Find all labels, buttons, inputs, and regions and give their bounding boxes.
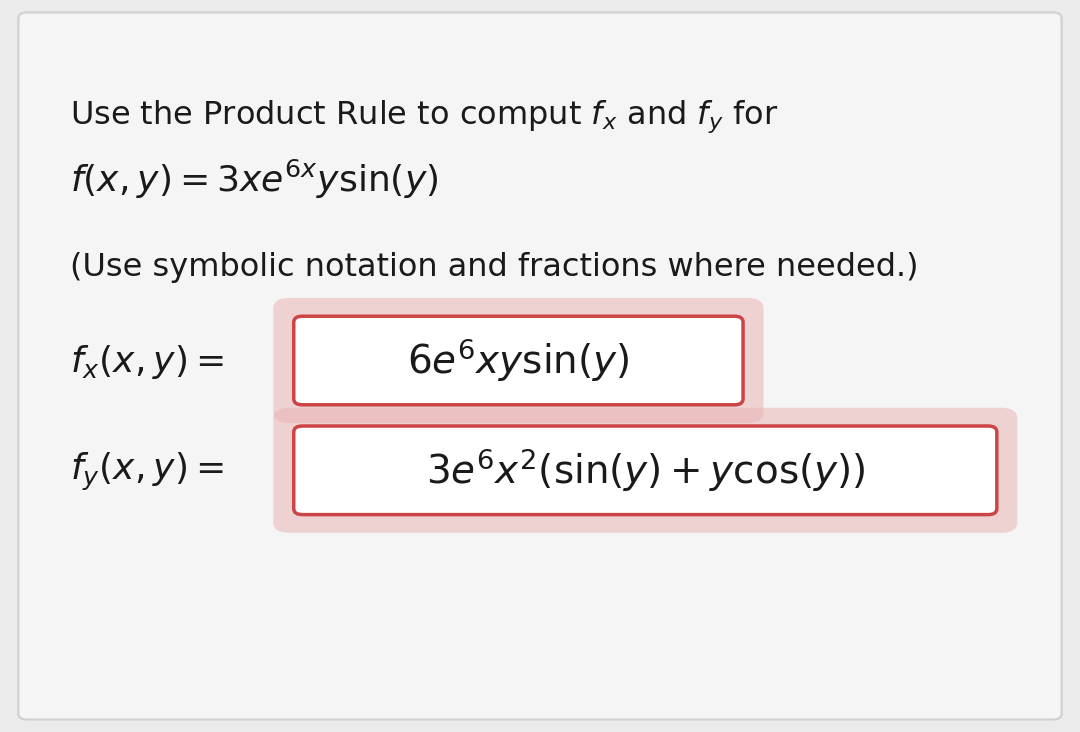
Text: $f_y(x, y) =$: $f_y(x, y) =$ bbox=[70, 451, 224, 493]
FancyBboxPatch shape bbox=[294, 426, 997, 515]
FancyBboxPatch shape bbox=[273, 298, 764, 423]
Text: $6e^{6}xy\sin(y)$: $6e^{6}xy\sin(y)$ bbox=[407, 337, 630, 384]
Text: (Use symbolic notation and fractions where needed.): (Use symbolic notation and fractions whe… bbox=[70, 252, 919, 283]
FancyBboxPatch shape bbox=[18, 12, 1062, 720]
Text: $f(x, y) = 3xe^{6x}y\sin(y)$: $f(x, y) = 3xe^{6x}y\sin(y)$ bbox=[70, 157, 438, 201]
FancyBboxPatch shape bbox=[273, 408, 1017, 533]
Text: $3e^{6}x^{2}(\sin(y) + y\cos(y))$: $3e^{6}x^{2}(\sin(y) + y\cos(y))$ bbox=[426, 447, 865, 494]
FancyBboxPatch shape bbox=[294, 316, 743, 405]
Text: Use the Product Rule to comput $f_x$ and $f_y$ for: Use the Product Rule to comput $f_x$ and… bbox=[70, 99, 779, 135]
Text: $f_x(x, y) =$: $f_x(x, y) =$ bbox=[70, 343, 224, 381]
